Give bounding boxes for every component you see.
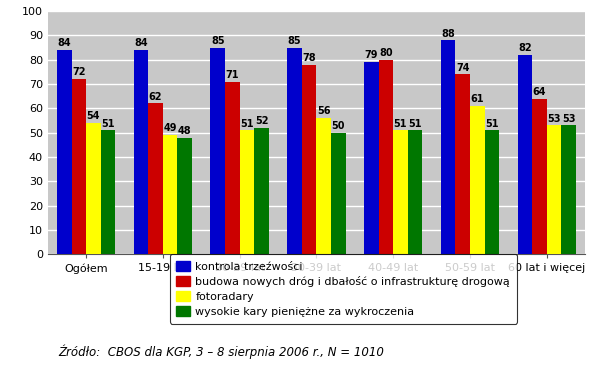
- Bar: [378, 60, 393, 254]
- Text: 72: 72: [72, 67, 85, 77]
- Bar: [86, 123, 101, 254]
- Bar: [456, 74, 470, 254]
- Bar: [101, 130, 115, 254]
- Bar: [364, 62, 378, 254]
- Bar: [211, 48, 225, 254]
- Bar: [254, 128, 269, 254]
- Text: 48: 48: [178, 126, 192, 136]
- Bar: [485, 130, 499, 254]
- Bar: [561, 125, 576, 254]
- Text: 52: 52: [255, 116, 268, 126]
- Text: 51: 51: [408, 119, 422, 128]
- Text: 82: 82: [518, 43, 531, 53]
- Bar: [239, 130, 254, 254]
- Bar: [331, 133, 346, 254]
- Text: 62: 62: [149, 92, 162, 102]
- Text: 51: 51: [101, 119, 115, 128]
- Legend: kontrola trzeźwości, budowa nowych dróg i dbałość o infrastrukturę drogową, foto: kontrola trzeźwości, budowa nowych dróg …: [170, 254, 517, 324]
- Text: 53: 53: [547, 114, 561, 124]
- Bar: [72, 79, 86, 254]
- Text: 56: 56: [317, 106, 331, 116]
- Bar: [57, 50, 72, 254]
- Text: 54: 54: [87, 111, 100, 121]
- Text: 80: 80: [379, 48, 393, 58]
- Bar: [148, 103, 163, 254]
- Bar: [393, 130, 408, 254]
- Bar: [470, 106, 485, 254]
- Text: 79: 79: [365, 51, 378, 61]
- Text: 51: 51: [240, 119, 254, 128]
- Text: 88: 88: [441, 29, 455, 39]
- Bar: [134, 50, 148, 254]
- Text: 78: 78: [302, 53, 316, 63]
- Text: 74: 74: [456, 62, 469, 73]
- Bar: [287, 48, 302, 254]
- Text: 64: 64: [533, 87, 546, 97]
- Text: 51: 51: [485, 119, 498, 128]
- Bar: [302, 65, 316, 254]
- Text: 61: 61: [470, 94, 484, 104]
- Bar: [441, 40, 456, 254]
- Text: Źródło:  CBOS dla KGP, 3 – 8 sierpnia 2006 r., N = 1010: Źródło: CBOS dla KGP, 3 – 8 sierpnia 200…: [59, 344, 384, 359]
- Text: 84: 84: [57, 38, 71, 48]
- Bar: [225, 81, 239, 254]
- Bar: [408, 130, 422, 254]
- Text: 85: 85: [288, 36, 301, 46]
- Text: 50: 50: [331, 121, 345, 131]
- Text: 85: 85: [211, 36, 224, 46]
- Bar: [177, 138, 192, 254]
- Text: 51: 51: [393, 119, 407, 128]
- Bar: [518, 55, 532, 254]
- Text: 49: 49: [164, 124, 177, 134]
- Text: 53: 53: [562, 114, 576, 124]
- Bar: [547, 125, 561, 254]
- Bar: [316, 118, 331, 254]
- Text: 84: 84: [134, 38, 148, 48]
- Bar: [163, 135, 177, 254]
- Text: 71: 71: [226, 70, 239, 80]
- Bar: [532, 99, 547, 254]
